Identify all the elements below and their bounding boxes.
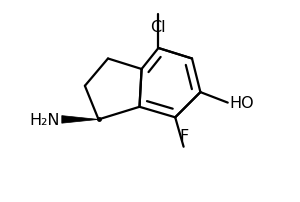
Text: H₂N: H₂N — [29, 112, 60, 127]
Text: Cl: Cl — [151, 19, 166, 34]
Text: HO: HO — [230, 96, 254, 110]
Polygon shape — [62, 116, 98, 124]
Text: F: F — [179, 128, 188, 143]
